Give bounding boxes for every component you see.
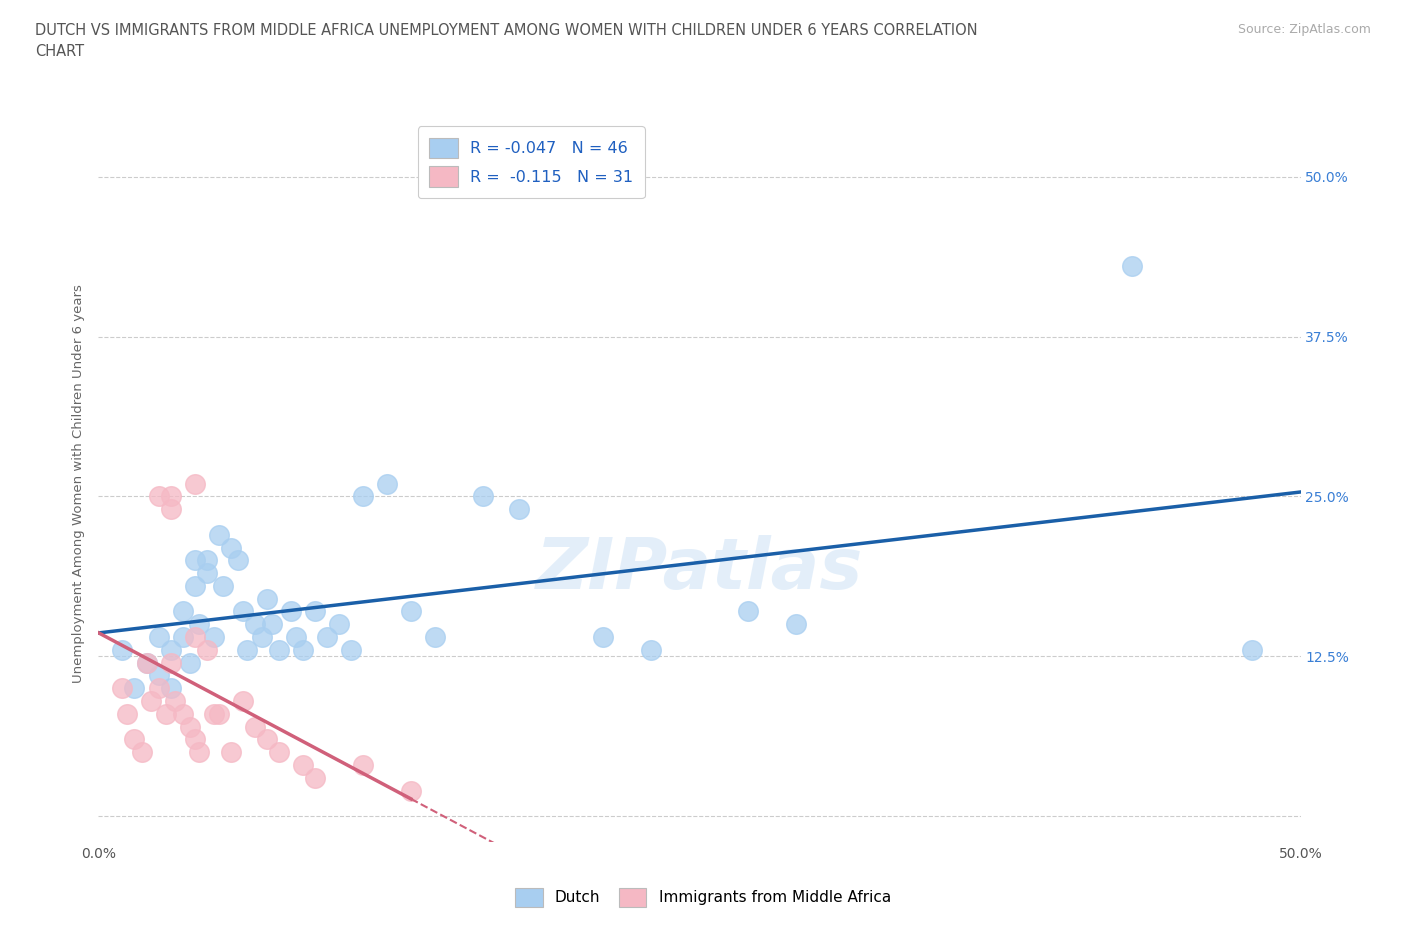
Point — [304, 770, 326, 785]
Point — [172, 707, 194, 722]
Point — [508, 502, 530, 517]
Point — [328, 617, 350, 631]
Point — [159, 643, 181, 658]
Point — [352, 489, 374, 504]
Point — [208, 527, 231, 542]
Point — [148, 681, 170, 696]
Point — [785, 617, 807, 631]
Point — [212, 578, 235, 593]
Point — [219, 540, 242, 555]
Text: Source: ZipAtlas.com: Source: ZipAtlas.com — [1237, 23, 1371, 36]
Point — [304, 604, 326, 619]
Point — [183, 476, 205, 491]
Y-axis label: Unemployment Among Women with Children Under 6 years: Unemployment Among Women with Children U… — [72, 285, 86, 683]
Point — [375, 476, 398, 491]
Point — [111, 643, 134, 658]
Point — [159, 489, 181, 504]
Point — [640, 643, 662, 658]
Point — [208, 707, 231, 722]
Point — [315, 630, 337, 644]
Legend: Dutch, Immigrants from Middle Africa: Dutch, Immigrants from Middle Africa — [508, 880, 898, 915]
Point — [399, 783, 422, 798]
Point — [172, 630, 194, 644]
Point — [291, 643, 314, 658]
Point — [202, 630, 225, 644]
Point — [226, 553, 249, 568]
Point — [159, 502, 181, 517]
Point — [111, 681, 134, 696]
Point — [135, 656, 157, 671]
Point — [188, 745, 211, 760]
Point — [155, 707, 177, 722]
Point — [183, 578, 205, 593]
Point — [472, 489, 495, 504]
Point — [183, 630, 205, 644]
Point — [267, 745, 290, 760]
Point — [219, 745, 242, 760]
Point — [148, 630, 170, 644]
Point — [195, 565, 218, 580]
Point — [243, 617, 266, 631]
Point — [141, 694, 163, 709]
Point — [592, 630, 614, 644]
Point — [179, 656, 201, 671]
Point — [124, 732, 146, 747]
Point — [232, 604, 254, 619]
Point — [148, 668, 170, 683]
Point — [148, 489, 170, 504]
Point — [423, 630, 446, 644]
Point — [291, 757, 314, 772]
Point — [256, 732, 278, 747]
Point — [183, 553, 205, 568]
Point — [260, 617, 283, 631]
Point — [280, 604, 302, 619]
Point — [1241, 643, 1264, 658]
Point — [195, 553, 218, 568]
Point — [236, 643, 259, 658]
Point — [117, 707, 139, 722]
Text: DUTCH VS IMMIGRANTS FROM MIDDLE AFRICA UNEMPLOYMENT AMONG WOMEN WITH CHILDREN UN: DUTCH VS IMMIGRANTS FROM MIDDLE AFRICA U… — [35, 23, 977, 60]
Point — [135, 656, 157, 671]
Point — [250, 630, 273, 644]
Point — [183, 732, 205, 747]
Point — [1121, 259, 1143, 273]
Point — [243, 719, 266, 734]
Point — [131, 745, 153, 760]
Point — [737, 604, 759, 619]
Point — [352, 757, 374, 772]
Point — [188, 617, 211, 631]
Point — [179, 719, 201, 734]
Text: ZIPatlas: ZIPatlas — [536, 535, 863, 604]
Point — [159, 681, 181, 696]
Point — [159, 656, 181, 671]
Legend: R = -0.047   N = 46, R =  -0.115   N = 31: R = -0.047 N = 46, R = -0.115 N = 31 — [418, 126, 645, 198]
Point — [172, 604, 194, 619]
Point — [124, 681, 146, 696]
Point — [340, 643, 363, 658]
Point — [165, 694, 187, 709]
Point — [232, 694, 254, 709]
Point — [284, 630, 307, 644]
Point — [202, 707, 225, 722]
Point — [256, 591, 278, 606]
Point — [399, 604, 422, 619]
Point — [267, 643, 290, 658]
Point — [195, 643, 218, 658]
